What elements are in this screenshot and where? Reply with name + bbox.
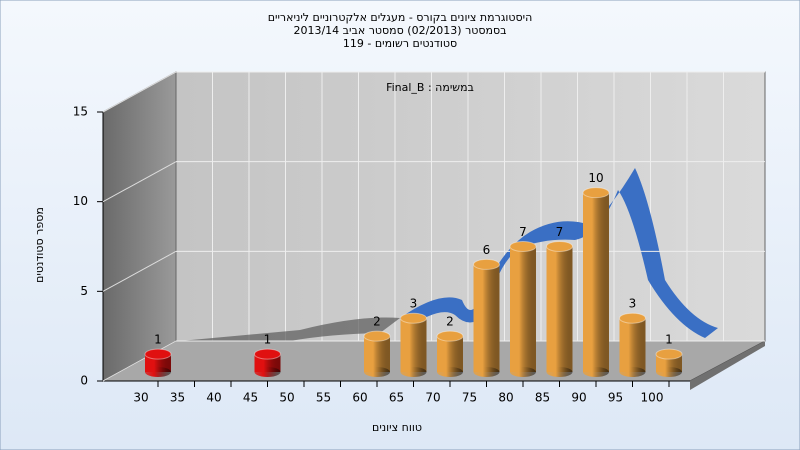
annotation: Final_B : במשימה bbox=[386, 81, 474, 94]
bar-base bbox=[473, 367, 500, 377]
x-tick-label: 95 bbox=[608, 391, 623, 405]
bar bbox=[546, 246, 573, 372]
x-tick-label: 60 bbox=[352, 391, 367, 405]
y-tick-label: 15 bbox=[73, 105, 88, 119]
chart-title: 119 - סטודנטים רשומים bbox=[343, 37, 457, 50]
bar-top bbox=[655, 348, 683, 360]
x-tick-label: 40 bbox=[206, 391, 221, 405]
bar bbox=[583, 192, 609, 372]
y-axis-label: מספר סטודנטים bbox=[33, 207, 46, 283]
x-tick-label: 50 bbox=[279, 391, 294, 405]
back-grid bbox=[212, 72, 724, 341]
bar-top bbox=[509, 240, 537, 252]
data-label: 7 bbox=[519, 225, 527, 239]
bar bbox=[145, 354, 171, 372]
bar bbox=[656, 354, 682, 372]
data-label: 2 bbox=[446, 315, 454, 329]
bar bbox=[437, 336, 463, 372]
distribution-curve bbox=[400, 168, 718, 338]
x-tick-label: 90 bbox=[571, 391, 586, 405]
shadow-ribbon bbox=[180, 317, 400, 341]
x-tick-label: 80 bbox=[498, 391, 513, 405]
bar-base bbox=[364, 367, 390, 377]
x-tick-label: 100 bbox=[641, 391, 664, 405]
bar-base bbox=[254, 367, 281, 377]
bar-top bbox=[582, 187, 610, 199]
bar-top bbox=[144, 348, 172, 360]
x-tick-label: 85 bbox=[535, 391, 550, 405]
bar-base bbox=[619, 367, 646, 377]
bar-group bbox=[254, 348, 281, 377]
bar-base bbox=[437, 367, 463, 377]
bar bbox=[364, 336, 390, 372]
bar-top bbox=[436, 330, 464, 342]
x-tick-label: 30 bbox=[133, 391, 148, 405]
bar-base bbox=[145, 367, 171, 377]
data-label: 2 bbox=[373, 315, 381, 329]
bar-group bbox=[546, 240, 573, 377]
bar-group bbox=[473, 258, 500, 377]
bar-top bbox=[254, 348, 281, 360]
bar-group bbox=[436, 330, 464, 377]
left-wall bbox=[102, 71, 177, 382]
x-tick-label: 70 bbox=[425, 391, 440, 405]
x-axis-label: טווח ציונים bbox=[372, 421, 422, 434]
x-tick-label: 45 bbox=[243, 391, 258, 405]
x-tick-label: 65 bbox=[389, 391, 404, 405]
bar-group bbox=[400, 312, 427, 377]
bar bbox=[510, 246, 536, 372]
bar-group bbox=[655, 348, 683, 377]
data-label: 3 bbox=[410, 297, 418, 311]
x-tick-label: 35 bbox=[170, 391, 185, 405]
bar bbox=[400, 318, 427, 372]
bar-top bbox=[619, 312, 646, 324]
bar-base bbox=[400, 367, 427, 377]
bar-base bbox=[656, 367, 682, 377]
grid-line bbox=[102, 340, 177, 382]
chart-title: בסמסטר (02/2013) סמסטר אביב 2013/14 bbox=[293, 24, 506, 37]
y-tick-label: 0 bbox=[80, 374, 88, 388]
bar-base bbox=[583, 367, 609, 377]
y-tick-label: 10 bbox=[73, 194, 88, 208]
grid-line bbox=[102, 71, 177, 113]
bar-top bbox=[473, 258, 500, 270]
y-tick-label: 5 bbox=[80, 284, 88, 298]
x-tick-label: 55 bbox=[316, 391, 331, 405]
data-label: 10 bbox=[588, 171, 603, 185]
data-label: 3 bbox=[629, 297, 637, 311]
bar bbox=[619, 318, 646, 372]
data-label: 1 bbox=[665, 333, 673, 347]
bar-group bbox=[582, 187, 610, 377]
bar-top bbox=[363, 330, 391, 342]
grid-line bbox=[102, 161, 177, 203]
bar-group bbox=[144, 348, 172, 377]
bar-top bbox=[400, 312, 427, 324]
data-label: 7 bbox=[556, 225, 564, 239]
bar-group bbox=[363, 330, 391, 377]
floor-edge bbox=[690, 341, 765, 390]
data-label: 1 bbox=[264, 333, 272, 347]
bar-base bbox=[546, 367, 573, 377]
x-tick-label: 75 bbox=[462, 391, 477, 405]
bar bbox=[473, 264, 500, 372]
bar-base bbox=[510, 367, 536, 377]
bar-group bbox=[509, 240, 537, 377]
bar-top bbox=[546, 240, 573, 252]
grid-line bbox=[102, 250, 177, 292]
data-label: 1 bbox=[154, 333, 162, 347]
data-label: 6 bbox=[483, 243, 491, 257]
chart-title: היסטוגרמת ציונים בקורס - מעגלים אלקטרוני… bbox=[268, 11, 533, 24]
bar-group bbox=[619, 312, 646, 377]
bar bbox=[254, 354, 281, 372]
